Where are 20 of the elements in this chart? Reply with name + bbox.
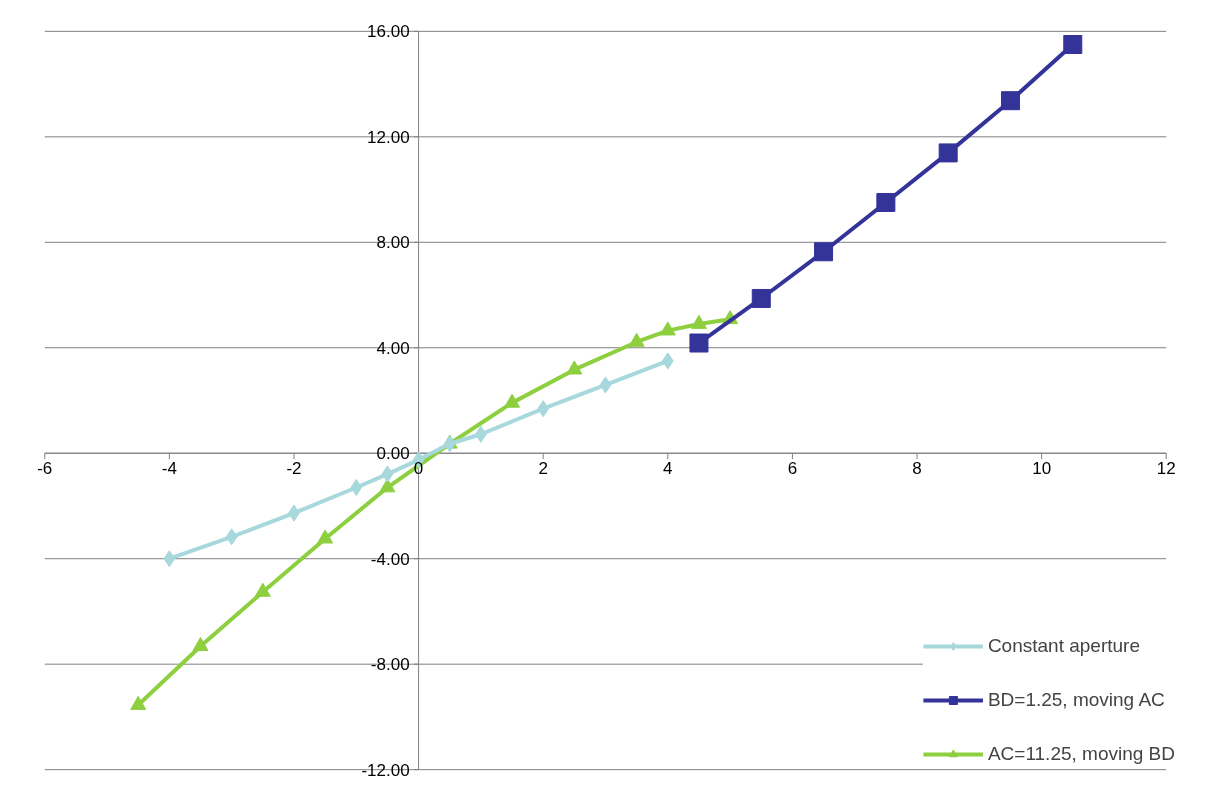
y-tick-label: 0.00 (376, 444, 410, 464)
x-tick-label: 10 (1032, 459, 1052, 479)
y-tick-label: -4.00 (370, 549, 410, 569)
legend-label: AC=11.25, moving BD (987, 743, 1175, 765)
y-tick-label: 12.00 (367, 127, 410, 147)
x-tick-label: -6 (37, 459, 53, 479)
x-tick-label: 4 (663, 459, 673, 479)
x-tick-label: 6 (787, 459, 798, 479)
legend-label: Constant aperture (987, 635, 1140, 657)
y-tick-label: 16.00 (367, 22, 410, 42)
y-tick-label: -12.00 (361, 760, 410, 780)
y-tick-label: -8.00 (370, 655, 410, 675)
y-tick-label: 4.00 (376, 338, 410, 358)
x-tick-label: 8 (912, 459, 922, 479)
x-tick-label: 12 (1156, 459, 1176, 479)
x-tick-label: -4 (161, 459, 177, 479)
x-tick-label: -2 (286, 459, 302, 479)
x-tick-label: 2 (538, 459, 548, 479)
legend-label: BD=1.25, moving AC (987, 689, 1165, 711)
y-tick-label: 8.00 (376, 233, 410, 253)
